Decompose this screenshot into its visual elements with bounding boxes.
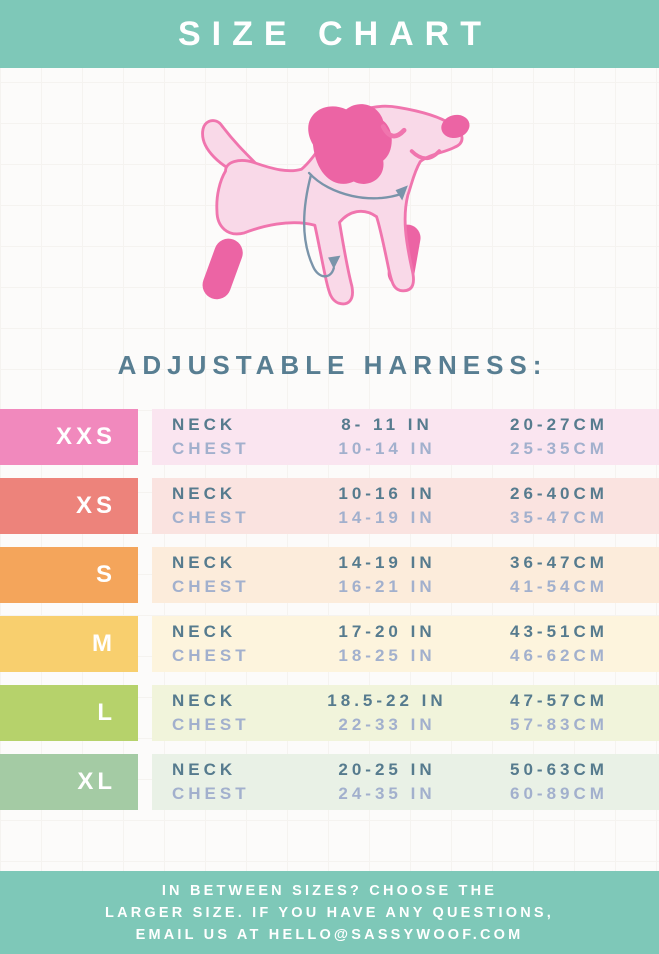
chest-label: CHEST — [172, 577, 250, 596]
size-badge: XXS — [0, 409, 138, 465]
neck-label: NECK — [172, 760, 237, 779]
neck-inches: 17-20 IN — [338, 622, 436, 641]
chest-cm: 57-83CM — [510, 715, 608, 734]
size-badge-label: L — [97, 699, 116, 726]
dog-mouth — [409, 149, 441, 161]
chest-cm: 25-35CM — [510, 439, 608, 458]
dog-measurement-illustration — [200, 104, 469, 306]
size-badge-label: S — [95, 561, 116, 588]
size-badge-label: XS — [75, 492, 116, 519]
size-badge-label: XL — [77, 768, 116, 795]
row-band: NECK CHEST 14-19 IN 16-21 IN 36-47CM 41-… — [152, 547, 659, 603]
dog-illustration-wrap — [0, 92, 659, 330]
size-badge: L — [0, 685, 138, 741]
row-band: NECK CHEST 17-20 IN 18-25 IN 43-51CM 46-… — [152, 616, 659, 672]
neck-inches: 14-19 IN — [338, 553, 436, 572]
chest-inches: 22-33 IN — [338, 715, 436, 734]
size-badge: XL — [0, 754, 138, 810]
chest-cm: 35-47CM — [510, 508, 608, 527]
chest-inches: 14-19 IN — [338, 508, 436, 527]
chest-inches: 24-35 IN — [338, 784, 436, 803]
neck-label: NECK — [172, 553, 237, 572]
chest-label: CHEST — [172, 508, 250, 527]
size-badge-label: M — [92, 630, 116, 657]
footer-line-1: IN BETWEEN SIZES? CHOOSE THE — [161, 882, 498, 899]
size-badge: S — [0, 547, 138, 603]
chest-inches: 10-14 IN — [338, 439, 436, 458]
neck-label: NECK — [172, 415, 237, 434]
dog-eye — [380, 124, 406, 139]
table-row-s: S NECK CHEST 14-19 IN 16-21 IN 36-47CM 4… — [0, 547, 659, 603]
chest-cm: 41-54CM — [510, 577, 608, 596]
neck-inches: 18.5-22 IN — [327, 691, 447, 710]
table-row-xxs: XXS NECK CHEST 8- 11 IN 10-14 IN 20-27CM… — [0, 409, 659, 465]
size-badge: XS — [0, 478, 138, 534]
footer-banner: IN BETWEEN SIZES? CHOOSE THE LARGER SIZE… — [0, 871, 659, 954]
chest-label: CHEST — [172, 715, 250, 734]
page-title: SIZE CHART — [178, 14, 492, 53]
neck-measure-arrow — [395, 185, 408, 201]
row-band: NECK CHEST 20-25 IN 24-35 IN 50-63CM 60-… — [152, 754, 659, 810]
neck-cm: 20-27CM — [510, 415, 608, 434]
neck-cm: 36-47CM — [510, 553, 608, 572]
dog-ear — [307, 104, 392, 184]
neck-measure-line — [307, 171, 402, 200]
size-table: XXS NECK CHEST 8- 11 IN 10-14 IN 20-27CM… — [0, 409, 659, 810]
neck-cm: 50-63CM — [510, 760, 608, 779]
chest-label: CHEST — [172, 439, 250, 458]
chest-cm: 46-62CM — [510, 646, 608, 665]
neck-inches: 10-16 IN — [338, 484, 436, 503]
table-row-xs: XS NECK CHEST 10-16 IN 14-19 IN 26-40CM … — [0, 478, 659, 534]
chest-cm: 60-89CM — [510, 784, 608, 803]
chest-label: CHEST — [172, 646, 250, 665]
dog-nose — [440, 114, 469, 139]
neck-inches: 8- 11 IN — [341, 415, 433, 434]
neck-cm: 26-40CM — [510, 484, 608, 503]
section-heading: ADJUSTABLE HARNESS: — [117, 350, 548, 380]
neck-inches: 20-25 IN — [338, 760, 436, 779]
chest-inches: 18-25 IN — [338, 646, 436, 665]
neck-label: NECK — [172, 622, 237, 641]
chest-measure-line — [302, 173, 335, 278]
title-banner: SIZE CHART — [0, 0, 659, 68]
neck-label: NECK — [172, 484, 237, 503]
row-band: NECK CHEST 10-16 IN 14-19 IN 26-40CM 35-… — [152, 478, 659, 534]
table-row-l: L NECK CHEST 18.5-22 IN 22-33 IN 47-57CM… — [0, 685, 659, 741]
table-row-xl: XL NECK CHEST 20-25 IN 24-35 IN 50-63CM … — [0, 754, 659, 810]
chest-inches: 16-21 IN — [338, 577, 436, 596]
row-band: NECK CHEST 8- 11 IN 10-14 IN 20-27CM 25-… — [152, 409, 659, 465]
footer-line-3: EMAIL US AT HELLO@SASSYWOOF.COM — [135, 926, 524, 943]
size-badge: M — [0, 616, 138, 672]
chest-measure-arrow — [327, 255, 340, 269]
neck-cm: 47-57CM — [510, 691, 608, 710]
chest-label: CHEST — [172, 784, 250, 803]
table-row-m: M NECK CHEST 17-20 IN 18-25 IN 43-51CM 4… — [0, 616, 659, 672]
size-badge-label: XXS — [55, 423, 116, 450]
footer-line-2: LARGER SIZE. IF YOU HAVE ANY QUESTIONS, — [105, 904, 554, 921]
row-band: NECK CHEST 18.5-22 IN 22-33 IN 47-57CM 5… — [152, 685, 659, 741]
dog-far-hind-leg — [202, 238, 243, 300]
neck-label: NECK — [172, 691, 237, 710]
neck-cm: 43-51CM — [510, 622, 608, 641]
